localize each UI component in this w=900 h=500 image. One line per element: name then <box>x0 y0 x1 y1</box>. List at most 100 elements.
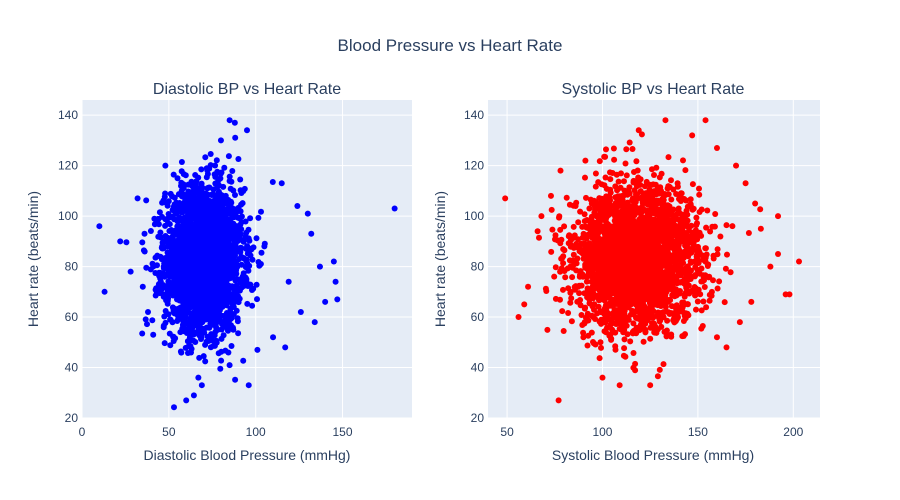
scatter-point <box>223 283 230 290</box>
scatter-point <box>258 208 264 215</box>
scatter-point <box>141 230 148 237</box>
scatter-point <box>552 236 558 243</box>
scatter-point <box>212 162 219 169</box>
scatter-point <box>231 119 238 126</box>
scatter-point <box>226 247 233 254</box>
scatter-point <box>173 199 180 206</box>
scatter-point <box>230 187 237 194</box>
scatter-point <box>179 321 186 328</box>
scatter-point <box>174 258 181 265</box>
figure-title: Blood Pressure vs Heart Rate <box>338 36 563 55</box>
scatter-point <box>255 259 262 265</box>
scatter-point <box>217 217 224 224</box>
scatter-point <box>714 246 721 253</box>
scatter-point <box>188 345 195 352</box>
scatter-point <box>185 350 191 356</box>
scatter-point <box>200 278 207 285</box>
scatter-point <box>194 281 200 287</box>
scatter-point <box>218 247 225 254</box>
scatter-point <box>232 192 238 198</box>
scatter-point <box>240 238 247 245</box>
scatter-point <box>186 223 193 230</box>
scatter-point <box>232 277 239 284</box>
scatter-point <box>717 233 724 240</box>
scatter-point <box>230 213 237 220</box>
scatter-point <box>557 226 564 233</box>
scatter-point <box>180 229 187 236</box>
scatter-point <box>612 329 619 336</box>
scatter-point <box>211 232 218 239</box>
scatter-point <box>226 178 233 184</box>
y-tick-label: 40 <box>471 361 485 375</box>
scatter-point <box>253 281 260 288</box>
scatter-point <box>230 311 237 318</box>
scatter-point <box>246 237 253 244</box>
scatter-point <box>193 178 200 185</box>
scatter-point <box>627 338 634 345</box>
scatter-point <box>242 218 249 225</box>
scatter-point <box>163 235 170 242</box>
scatter-point <box>308 230 315 237</box>
scatter-point <box>171 404 177 411</box>
scatter-point <box>173 277 180 284</box>
scatter-point <box>218 357 225 364</box>
scatter-point <box>250 244 257 251</box>
scatter-point <box>332 278 339 285</box>
scatter-point <box>117 238 124 245</box>
scatter-point <box>167 316 174 323</box>
scatter-point <box>194 223 201 230</box>
scatter-point <box>565 310 572 316</box>
scatter-point <box>229 262 236 269</box>
scatter-point <box>175 315 182 322</box>
scatter-point <box>200 272 207 279</box>
scatter-point <box>243 229 250 236</box>
scatter-point <box>570 251 577 258</box>
scatter-point <box>182 239 189 246</box>
scatter-point <box>101 288 108 295</box>
scatter-point <box>144 321 150 328</box>
scatter-point <box>232 239 239 245</box>
scatter-point <box>195 374 202 381</box>
scatter-point <box>621 336 628 343</box>
scatter-point <box>226 362 233 369</box>
scatter-point <box>231 223 238 229</box>
scatter-point <box>197 211 204 218</box>
scatter-point <box>134 195 141 202</box>
scatter-point <box>178 168 185 175</box>
scatter-point <box>568 318 575 325</box>
scatter-point <box>226 219 233 226</box>
scatter-point <box>194 241 201 248</box>
scatter-point <box>193 184 200 191</box>
scatter-point <box>172 335 179 342</box>
scatter-point <box>597 339 604 346</box>
scatter-point <box>245 267 252 274</box>
scatter-point <box>205 218 212 224</box>
scatter-point <box>204 314 211 320</box>
scatter-point <box>200 353 207 360</box>
scatter-point <box>231 291 238 298</box>
scatter-point <box>640 338 647 345</box>
scatter-point <box>204 297 211 304</box>
scatter-point <box>240 270 247 277</box>
scatter-point <box>232 134 239 141</box>
scatter-point <box>700 298 707 305</box>
scatter-point <box>185 188 192 195</box>
scatter-point <box>193 288 199 295</box>
scatter-point <box>147 228 154 234</box>
scatter-point <box>610 145 617 152</box>
scatter-point <box>706 297 713 304</box>
scatter-point <box>698 232 705 239</box>
scatter-point <box>192 172 199 178</box>
scatter-point <box>209 280 216 286</box>
scatter-point <box>202 154 209 161</box>
scatter-point <box>269 179 276 185</box>
scatter-point <box>216 182 223 189</box>
scatter-point <box>634 167 641 174</box>
scatter-point <box>258 249 265 256</box>
scatter-point <box>207 151 214 157</box>
scatter-point <box>185 265 192 272</box>
scatter-point <box>180 317 187 324</box>
scatter-point <box>149 317 156 324</box>
scatter-point <box>255 214 262 221</box>
scatter-point <box>223 302 230 309</box>
